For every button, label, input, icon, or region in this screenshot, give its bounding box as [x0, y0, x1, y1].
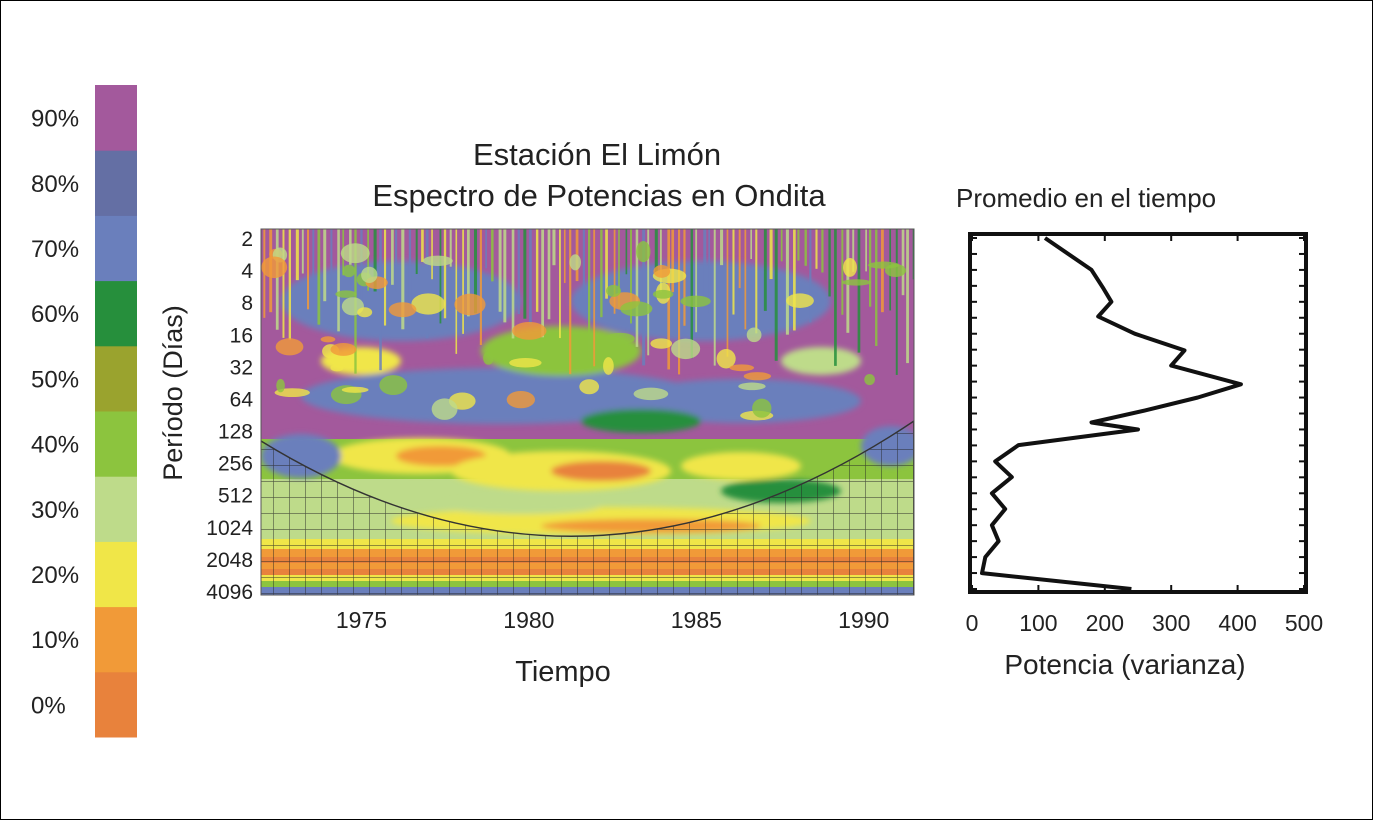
- x-tick-label: 1975: [336, 607, 387, 633]
- y-axis-label: Período (Días): [158, 305, 188, 481]
- colorbar-segment: [95, 215, 137, 282]
- y-tick-label: 64: [230, 388, 254, 411]
- high-frequency-streaks: [261, 229, 914, 421]
- side-x-tick-label: 400: [1218, 610, 1256, 636]
- y-tick-label: 16: [230, 324, 253, 347]
- side-x-tick-label: 300: [1152, 610, 1190, 636]
- colorbar-label: 20%: [31, 562, 79, 589]
- heatmap-x-ticks: 1975 1980 1985 1990: [336, 607, 889, 633]
- colorbar-segment: [95, 606, 137, 673]
- colorbar-segment: [95, 476, 137, 542]
- y-tick-label: 8: [241, 292, 253, 315]
- colorbar-label: 60%: [31, 301, 79, 328]
- colorbar-segment: [95, 411, 137, 477]
- colorbar-segment: [95, 671, 137, 738]
- x-tick-label: 1980: [503, 607, 554, 633]
- side-x-tick-label: 100: [1019, 610, 1057, 636]
- y-tick-label: 32: [230, 356, 253, 379]
- heatmap-border: [260, 228, 915, 596]
- x-tick-label: 1985: [671, 607, 722, 633]
- colorbar-segment: [95, 85, 137, 151]
- y-tick-label: 2048: [206, 549, 253, 572]
- side-panel-ticks: [970, 234, 1306, 592]
- colorbar-segment: [95, 280, 137, 347]
- colorbar-label: 50%: [31, 366, 79, 393]
- colorbar-label: 80%: [31, 171, 79, 198]
- x-tick-label: 1990: [838, 607, 889, 633]
- chart-subtitle: Espectro de Potencias en Ondita: [372, 178, 826, 213]
- side-x-tick-label: 200: [1086, 610, 1124, 636]
- y-tick-label: 512: [218, 485, 253, 508]
- y-tick-label: 128: [218, 421, 253, 444]
- colorbar-segment: [95, 541, 137, 608]
- x-axis-label: Tiempo: [515, 656, 611, 688]
- side-panel-x-label: Potencia (varianza): [1004, 649, 1245, 680]
- colorbar-label: 90%: [31, 106, 79, 133]
- side-panel-title: Promedio en el tiempo: [956, 183, 1216, 213]
- y-tick-label: 1024: [206, 517, 253, 540]
- colorbar-label: 30%: [31, 497, 79, 524]
- cone-of-influence: [261, 421, 914, 595]
- y-tick-label: 256: [218, 453, 253, 476]
- colorbar-segment: [95, 150, 137, 216]
- y-tick-label: 2: [241, 228, 253, 251]
- time-average-power-line: [980, 236, 1243, 591]
- side-panel-x-ticks: 0 100 200 300 400 500: [966, 610, 1324, 636]
- side-x-tick-label: 0: [966, 610, 979, 636]
- colorbar-label: 10%: [31, 627, 79, 654]
- side-x-tick-label: 500: [1285, 610, 1323, 636]
- chart-title: Estación El Limón: [473, 137, 721, 172]
- colorbar-label: 40%: [31, 432, 79, 459]
- colorbar-segment: [95, 345, 137, 412]
- wavelet-power-heatmap: [261, 229, 914, 595]
- heatmap-y-ticks: 2 4 8 16 32 64 128 256 512 1024 2048 4096: [206, 228, 253, 604]
- colorbar-label: 0%: [31, 692, 66, 719]
- colorbar-label: 70%: [31, 236, 79, 263]
- y-tick-label: 4096: [206, 581, 253, 604]
- y-tick-label: 4: [241, 260, 253, 283]
- colorbar: 0% 10% 20% 30% 40% 50% 60% 70% 80% 90%: [31, 85, 137, 738]
